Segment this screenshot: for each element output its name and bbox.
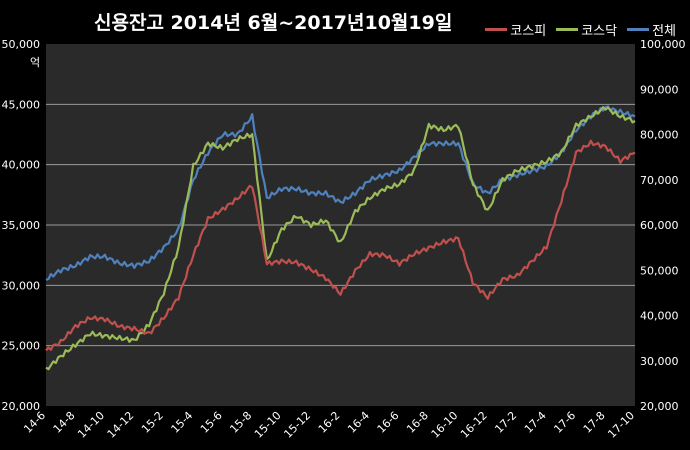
x-tick-label: 15-4 xyxy=(169,409,196,436)
right-tick-label: 80,000 xyxy=(640,129,679,142)
right-tick-label: 100,000 xyxy=(640,38,686,51)
right-tick-label: 30,000 xyxy=(640,355,679,368)
left-tick-label: 45,000 xyxy=(2,98,41,111)
right-tick-label: 90,000 xyxy=(640,83,679,96)
x-tick-label: 17-8 xyxy=(581,409,608,436)
legend-swatch-total xyxy=(627,28,650,31)
x-tick-label: 15-2 xyxy=(139,409,166,436)
x-tick-label: 16-4 xyxy=(345,409,372,436)
x-tick-label: 16-8 xyxy=(404,409,431,436)
legend-label-kosdaq: 코스닥 xyxy=(581,24,618,39)
legend-item-kospi: 코스피 xyxy=(485,20,546,39)
legend-item-kosdaq: 코스닥 xyxy=(556,20,617,39)
x-tick-label: 15-12 xyxy=(281,409,313,441)
left-tick-label: 30,000 xyxy=(2,279,41,292)
left-tick-label: 35,000 xyxy=(2,219,41,232)
x-tick-label: 17-4 xyxy=(522,409,549,436)
legend-swatch-kospi xyxy=(485,28,508,31)
x-tick-label: 15-6 xyxy=(198,409,225,436)
right-axis-ticks: 20,000 30,000 40,000 50,000 60,000 70,000 80,0… xyxy=(640,38,686,413)
left-tick-label: 25,000 xyxy=(2,340,41,353)
left-axis-ticks: 20,000 25,000 30,000 35,000 40,000 45,000 50,0… xyxy=(2,38,41,413)
left-tick-label: 50,000 xyxy=(2,38,41,51)
x-tick-label: 14-12 xyxy=(105,409,137,441)
x-tick-label: 16-2 xyxy=(316,409,343,436)
x-tick-label: 17-6 xyxy=(551,409,578,436)
right-tick-label: 70,000 xyxy=(640,174,679,187)
legend: 코스피 코스닥 전체 xyxy=(485,20,676,39)
x-tick-label: 14-8 xyxy=(51,409,78,436)
right-tick-label: 20,000 xyxy=(640,400,679,413)
x-tick-label: 14-10 xyxy=(75,409,107,441)
left-axis-unit: 억 xyxy=(30,56,40,69)
legend-label-total: 전체 xyxy=(652,24,676,39)
right-tick-label: 60,000 xyxy=(640,219,679,232)
x-tick-label: 16-12 xyxy=(458,409,490,441)
gridlines xyxy=(46,103,635,347)
series-lines xyxy=(45,105,636,371)
legend-swatch-kosdaq xyxy=(556,28,579,31)
x-tick-label: 15-8 xyxy=(227,409,254,436)
x-tick-label: 17-10 xyxy=(605,409,637,441)
series-line-total xyxy=(45,105,636,281)
x-tick-label: 16-6 xyxy=(375,409,402,436)
left-tick-label: 40,000 xyxy=(2,159,41,172)
x-tick-label: 15-10 xyxy=(252,409,284,441)
right-tick-label: 50,000 xyxy=(640,264,679,277)
x-tick-label: 17-2 xyxy=(492,409,519,436)
left-tick-label: 20,000 xyxy=(2,400,41,413)
series-line-kosdaq xyxy=(45,106,636,371)
legend-label-kospi: 코스피 xyxy=(510,24,547,39)
x-tick-label: 16-10 xyxy=(429,409,461,441)
legend-item-total: 전체 xyxy=(627,20,676,39)
right-tick-label: 40,000 xyxy=(640,310,679,323)
chart-title: 신용잔고 2014년 6월~2017년10월19일 xyxy=(94,12,453,34)
series-line-kospi xyxy=(45,139,636,352)
